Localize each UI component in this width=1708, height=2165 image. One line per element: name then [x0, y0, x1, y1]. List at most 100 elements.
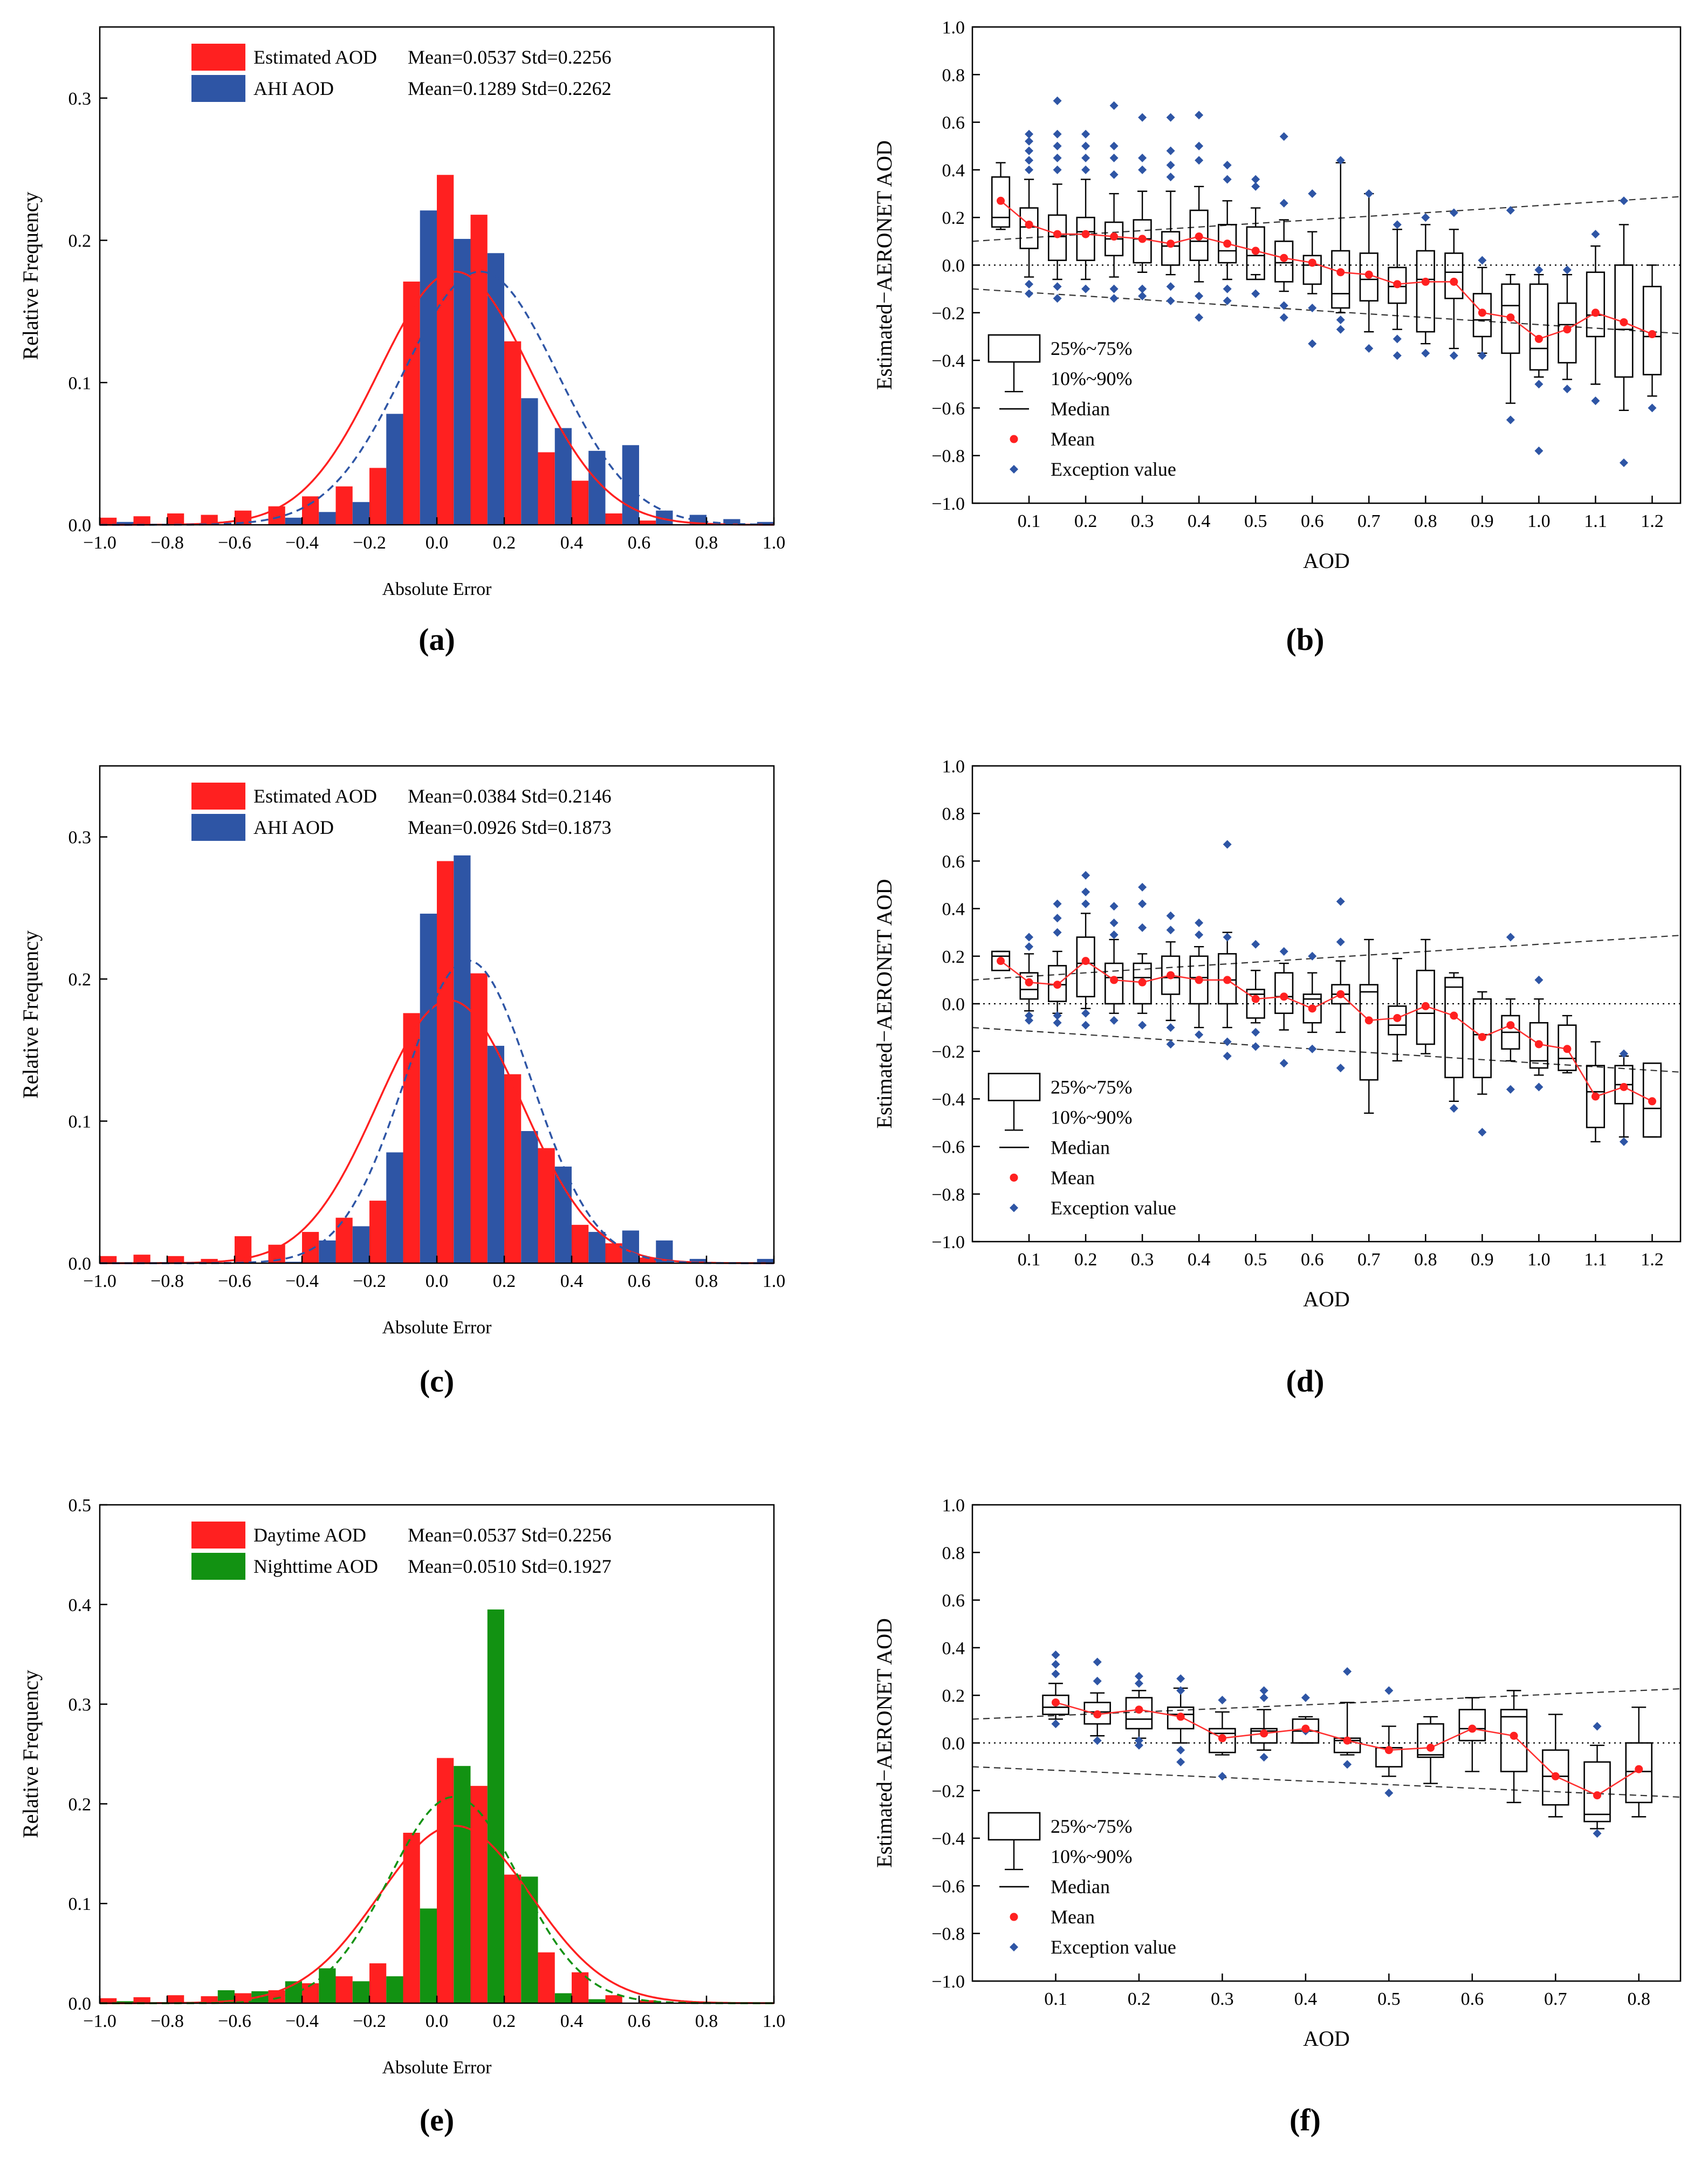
- outlier-point: [1619, 458, 1628, 467]
- outlier-point: [1336, 156, 1345, 165]
- outlier-point: [1223, 175, 1232, 184]
- iqr-box: [1161, 955, 1181, 995]
- y-tick-label: −1.0: [931, 1232, 965, 1252]
- outlier-point: [1051, 1719, 1060, 1729]
- histogram-bar: [538, 1952, 555, 2003]
- histogram-bar: [352, 1981, 369, 2003]
- x-tick-label: 0.4: [1188, 511, 1211, 531]
- mean-point: [997, 196, 1005, 205]
- outlier-point: [1176, 1757, 1185, 1766]
- iqr-box: [1388, 266, 1407, 304]
- histogram-bar: [369, 468, 387, 525]
- histogram-bar: [723, 519, 740, 525]
- outlier-point: [1562, 385, 1572, 394]
- iqr-box: [1542, 1749, 1569, 1806]
- mean-point: [1280, 254, 1288, 262]
- x-tick-label: −0.2: [353, 533, 386, 553]
- outlier-point: [1259, 1752, 1268, 1762]
- histogram-bar: [116, 522, 134, 525]
- outlier-point: [1308, 1044, 1317, 1053]
- x-tick-label: 0.6: [1461, 1989, 1484, 2009]
- iqr-box: [1529, 283, 1548, 371]
- mean-point: [1195, 976, 1203, 984]
- y-axis-label: Estimated−AERONET AOD: [872, 879, 896, 1129]
- histogram-panel-a: −1.0 −0.8 −0.6 −0.4 −0.2 0.0 0.2 0.4 0.6 0.8 1.0 0.…: [18, 26, 785, 657]
- x-tick-label: 0.9: [1471, 1250, 1494, 1270]
- outlier-point: [1025, 165, 1034, 174]
- x-tick-label: 0.5: [1244, 511, 1267, 531]
- histogram-bar: [437, 175, 454, 525]
- mean-point: [1251, 246, 1260, 255]
- mean-trend-line: [1000, 200, 1653, 340]
- iqr-box: [1444, 252, 1464, 299]
- mean-point: [1110, 232, 1119, 241]
- outlier-point: [1478, 351, 1487, 360]
- y-tick-label: −0.6: [931, 1138, 965, 1157]
- mean-point: [1135, 1705, 1143, 1714]
- outlier-point: [1449, 208, 1458, 217]
- y-axis-label: Relative Frequency: [18, 930, 43, 1099]
- y-tick-label: −0.6: [931, 399, 965, 419]
- outlier-point: [1308, 339, 1317, 348]
- outlier-point: [1166, 173, 1175, 182]
- mean-point: [1308, 1004, 1316, 1013]
- x-tick-label: −0.8: [150, 2011, 184, 2031]
- x-axis-label: Absolute Error: [382, 2058, 492, 2078]
- histogram-bar: [487, 253, 504, 525]
- iqr-box: [1359, 984, 1378, 1081]
- y-tick-label: 0.4: [942, 900, 965, 920]
- mean-point: [1053, 981, 1062, 989]
- mean-point: [1534, 1040, 1543, 1049]
- iqr-box: [1583, 1761, 1611, 1823]
- outlier-point: [1025, 146, 1034, 155]
- mean-point: [1563, 1045, 1572, 1053]
- outlier-point: [1025, 933, 1034, 942]
- histogram-bar: [133, 1255, 150, 1263]
- x-tick-label: 0.8: [695, 533, 718, 553]
- mean-point: [1393, 280, 1402, 289]
- mean-point: [1450, 277, 1458, 286]
- histogram-bar: [302, 1232, 319, 1263]
- outlier-point: [1478, 256, 1487, 265]
- histogram-bar: [622, 445, 639, 525]
- histogram-bar: [302, 1983, 319, 2003]
- iqr-box: [1019, 972, 1039, 1000]
- x-tick-label: −0.6: [218, 2011, 251, 2031]
- histogram-bar: [521, 398, 538, 525]
- outlier-point: [1619, 196, 1628, 205]
- histogram-bar: [167, 1995, 184, 2003]
- histogram-bar: [504, 1074, 522, 1263]
- x-tick-label: 0.4: [1188, 1250, 1211, 1270]
- iqr-box: [1586, 1065, 1606, 1128]
- outlier-point: [1562, 265, 1572, 275]
- outlier-point: [1195, 291, 1204, 300]
- histogram-bar: [454, 238, 471, 525]
- iqr-box: [1246, 989, 1265, 1019]
- histogram-bar: [369, 1963, 387, 2003]
- histogram-panel-e: −1.0 −0.8 −0.6 −0.4 −0.2 0.0 0.2 0.4 0.6 0.8 1.0 0.…: [18, 1496, 785, 2137]
- outlier-point: [1081, 129, 1090, 139]
- legend-box-symbol: [987, 334, 1041, 363]
- outlier-point: [1251, 182, 1260, 191]
- outlier-point: [1591, 230, 1600, 239]
- mean-point: [1167, 239, 1175, 248]
- x-tick-label: −0.4: [285, 1271, 319, 1291]
- histogram-bar: [487, 1609, 504, 2003]
- histogram-bar: [454, 855, 471, 1263]
- legend-swatch: [191, 814, 245, 841]
- outlier-point: [1010, 1943, 1018, 1952]
- legend-box-symbol: [987, 1073, 1041, 1101]
- histogram-bar: [454, 1766, 471, 2003]
- iqr-box: [1161, 231, 1181, 266]
- outlier-point: [1025, 942, 1034, 951]
- histogram-bar: [116, 2001, 134, 2003]
- outlier-point: [1223, 1052, 1232, 1061]
- iqr-box: [1167, 1706, 1195, 1730]
- outlier-point: [1053, 96, 1062, 105]
- outlier-point: [1251, 289, 1260, 298]
- outlier-point: [1364, 189, 1374, 198]
- outlier-point: [1166, 926, 1175, 935]
- legend-label: Median: [1051, 398, 1110, 420]
- legend: 25%~75% 10%~90% Median Mean Exception value: [987, 1073, 1176, 1218]
- mean-point: [1280, 992, 1288, 1001]
